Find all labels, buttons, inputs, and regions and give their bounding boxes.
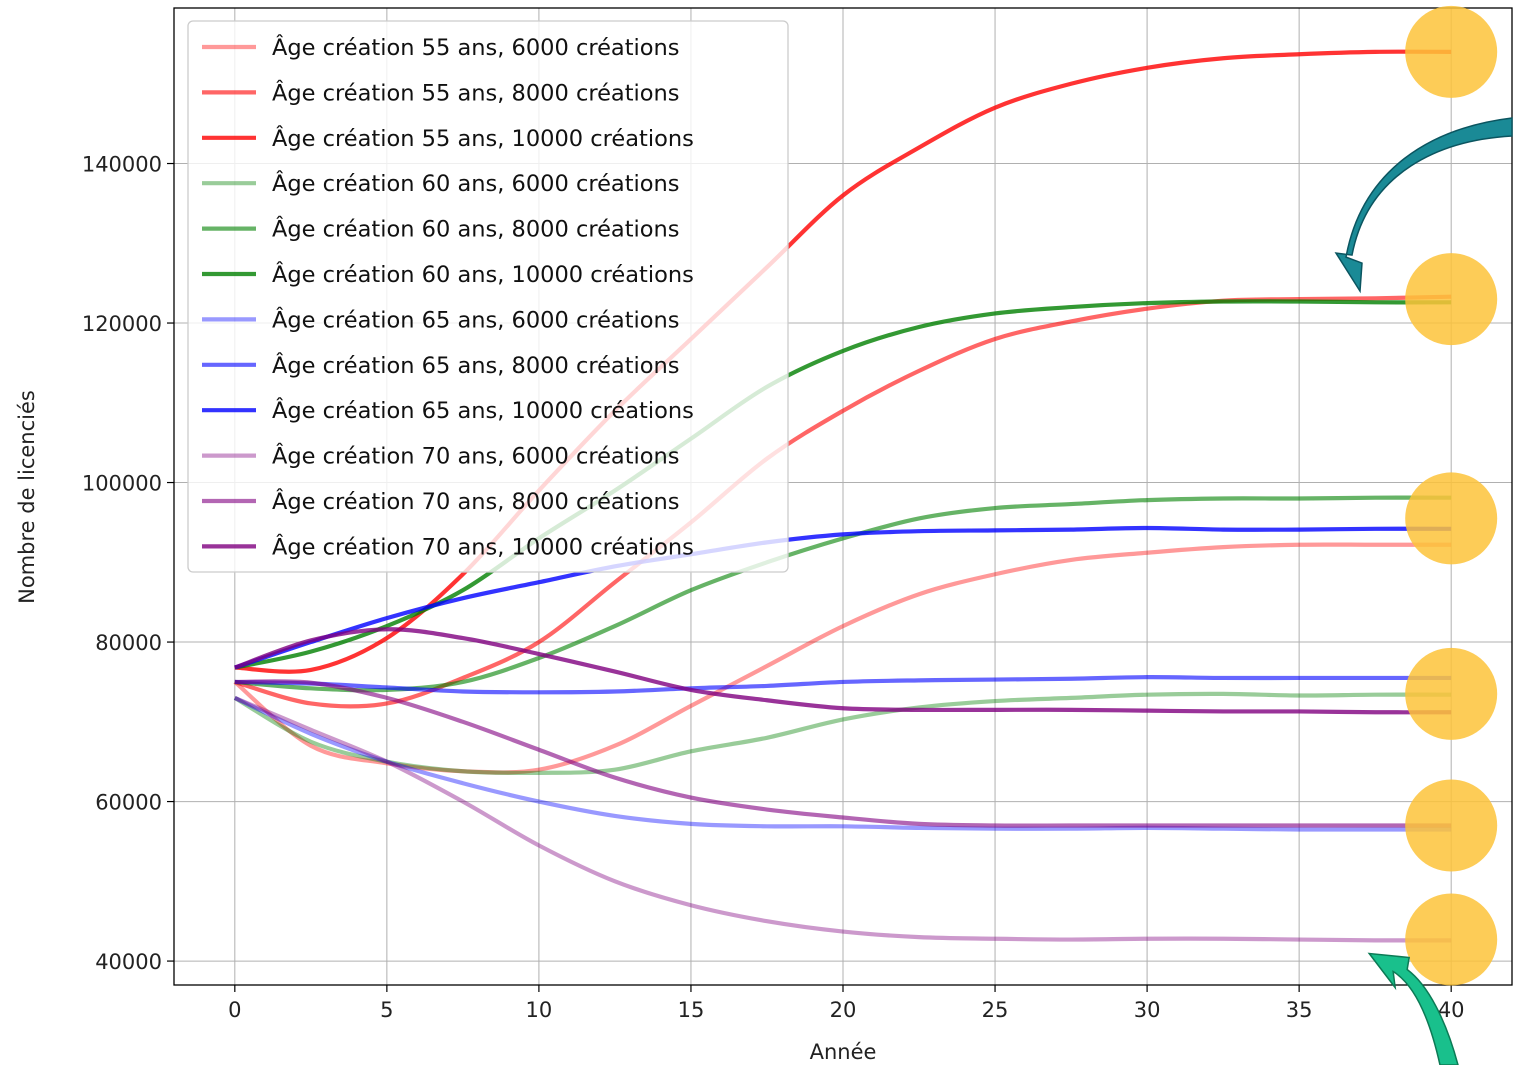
series-line-age-creation-65-ans-8000-creations [234,675,1452,695]
x-tick-label: 25 [982,998,1009,1022]
highlight-circle [1405,893,1498,986]
highlight-circle [1405,779,1498,872]
curved-arrow-green [1367,952,1459,1065]
legend-label: Âge création 70 ans, 10000 créations [272,532,694,560]
x-tick-label: 20 [830,998,857,1022]
series-line-age-creation-60-ans-8000-creations [234,495,1452,693]
y-axis: 40000 60000 80000 100000 120000 140000 [82,153,174,974]
x-tick-label: 0 [228,998,241,1022]
y-tick-label: 120000 [82,312,162,336]
y-tick-label: 140000 [82,153,162,177]
legend-label: Âge création 55 ans, 10000 créations [272,124,694,152]
series-line-age-creation-70-ans-8000-creations [234,679,1452,828]
legend-label: Âge création 60 ans, 6000 créations [272,169,680,197]
highlight-circle [1405,472,1498,565]
y-tick-label: 100000 [82,472,162,496]
series-line-age-creation-60-ans-6000-creations [233,691,1452,776]
legend-label: Âge création 60 ans, 8000 créations [272,215,680,243]
legend-frame [187,20,789,573]
x-axis-title: Année [810,1040,877,1064]
legend-label: Âge création 65 ans, 8000 créations [272,351,680,379]
legend: Âge création 55 ans, 6000 créations Âge c… [187,20,789,573]
x-tick-label: 15 [678,998,705,1022]
highlight-circles [1405,5,1498,986]
legend-label: Âge création 70 ans, 8000 créations [272,487,680,515]
legend-label: Âge création 65 ans, 10000 créations [272,396,694,424]
legend-label: Âge création 55 ans, 8000 créations [272,78,680,106]
x-tick-label: 5 [380,998,393,1022]
x-axis: 0 5 10 15 20 25 30 35 40 [228,985,1465,1022]
y-tick-label: 40000 [95,950,162,974]
legend-label: Âge création 65 ans, 6000 créations [272,305,680,333]
highlight-circle [1405,5,1498,98]
series-lines [233,49,1452,943]
x-tick-label: 35 [1286,998,1313,1022]
curved-arrow-teal [1334,117,1513,294]
series-line-age-creation-55-ans-6000-creations [233,542,1452,775]
series-line-age-creation-70-ans-10000-creations [234,627,1452,715]
annotation-arrows [1334,117,1513,1065]
legend-label: Âge création 70 ans, 6000 créations [272,442,680,470]
x-tick-label: 30 [1134,998,1161,1022]
y-tick-label: 60000 [95,791,162,815]
highlight-circle [1405,647,1498,740]
highlight-circle [1405,253,1498,346]
series-line-age-creation-65-ans-6000-creations [233,695,1452,832]
legend-label: Âge création 55 ans, 6000 créations [272,33,680,61]
x-tick-label: 10 [526,998,553,1022]
series-line-age-creation-70-ans-6000-creations [234,695,1452,943]
legend-label: Âge création 60 ans, 10000 créations [272,260,694,288]
y-tick-label: 80000 [95,631,162,655]
series-line-age-creation-65-ans-10000-creations [234,525,1452,670]
series-line-age-creation-55-ans-10000-creations [234,49,1452,674]
y-axis-title: Nombre de licenciés [15,390,39,604]
